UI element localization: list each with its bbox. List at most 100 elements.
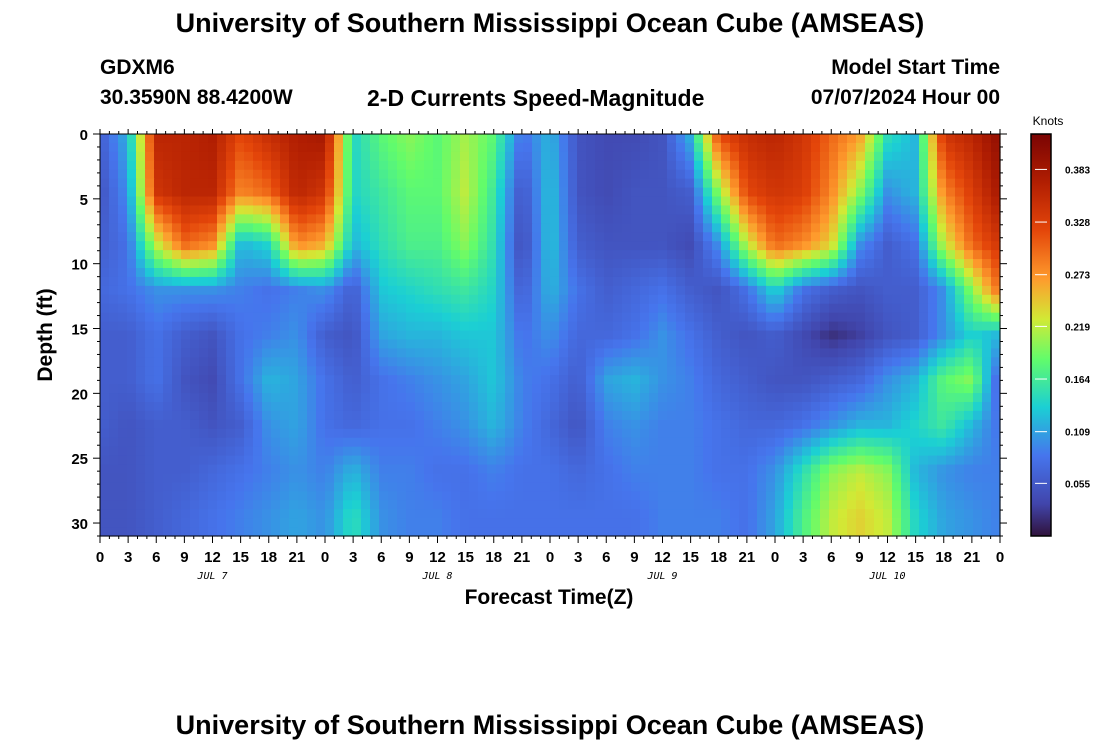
heatmap-cell [109, 285, 119, 296]
heatmap-cell [595, 276, 605, 287]
heatmap-cell [532, 259, 542, 269]
heatmap-cell [226, 232, 236, 242]
heatmap-cell [118, 518, 128, 528]
heatmap-cell [613, 196, 623, 207]
heatmap-cell [370, 312, 380, 323]
heatmap-cell [442, 348, 452, 358]
heatmap-cell [658, 268, 668, 278]
heatmap-cell [379, 259, 389, 269]
heatmap-cell [946, 160, 956, 171]
heatmap-cell [361, 142, 371, 153]
heatmap-cell [388, 187, 398, 198]
heatmap-cell [595, 410, 605, 421]
heatmap-cell [703, 357, 713, 367]
heatmap-cell [946, 241, 956, 251]
heatmap-cell [496, 151, 506, 162]
heatmap-cell [334, 402, 344, 412]
heatmap-cell [316, 384, 326, 394]
heatmap-cell [352, 169, 362, 180]
heatmap-cell [955, 509, 965, 519]
heatmap-cell [694, 509, 704, 519]
heatmap-cell [262, 223, 272, 233]
heatmap-cell [676, 312, 686, 323]
heatmap-cell [982, 473, 992, 483]
heatmap-cell [730, 214, 740, 224]
heatmap-cell [784, 473, 794, 483]
heatmap-cell [694, 500, 704, 510]
heatmap-cell [343, 151, 353, 162]
heatmap-cell [748, 259, 758, 269]
heatmap-cell [640, 241, 650, 251]
heatmap-cell [748, 437, 758, 448]
heatmap-cell [496, 518, 506, 528]
heatmap-cell [901, 366, 911, 376]
heatmap-cell [550, 357, 560, 367]
heatmap-cell [217, 455, 227, 466]
heatmap-cell [523, 169, 533, 180]
heatmap-cell [487, 437, 497, 448]
heatmap-cell [469, 330, 479, 341]
heatmap-cell [370, 259, 380, 269]
heatmap-cell [451, 134, 461, 144]
x-tick-label: 12 [429, 549, 446, 566]
heatmap-cell [379, 473, 389, 483]
heatmap-cell [586, 482, 596, 492]
heatmap-cell [424, 303, 434, 314]
heatmap-cell [946, 375, 956, 385]
heatmap-cell [460, 259, 470, 269]
heatmap-cell [829, 357, 839, 367]
heatmap-cell [442, 428, 452, 439]
heatmap-cell [460, 428, 470, 439]
heatmap-cell [505, 375, 515, 385]
heatmap-cell [226, 259, 236, 269]
heatmap-cell [793, 509, 803, 519]
heatmap-cell [280, 169, 290, 180]
heatmap-cell [181, 241, 191, 251]
heatmap-cell [541, 196, 551, 207]
heatmap-cell [181, 205, 191, 215]
heatmap-cell [487, 223, 497, 233]
heatmap-cell [100, 393, 110, 403]
heatmap-cell [118, 294, 128, 305]
heatmap-cell [892, 241, 902, 251]
heatmap-cell [523, 321, 533, 332]
heatmap-cell [235, 187, 245, 198]
heatmap-cell [109, 294, 119, 305]
heatmap-cell [811, 464, 821, 475]
heatmap-cell [136, 437, 146, 448]
heatmap-cell [694, 214, 704, 224]
heatmap-cell [118, 142, 128, 153]
heatmap-cell [730, 151, 740, 162]
heatmap-cell [271, 464, 281, 475]
heatmap-cell [838, 268, 848, 278]
heatmap-cell [172, 321, 182, 332]
heatmap-cell [442, 259, 452, 269]
heatmap-cell [901, 482, 911, 492]
heatmap-cell [649, 142, 659, 153]
heatmap-cell [667, 303, 677, 314]
heatmap-cell [496, 276, 506, 287]
heatmap-cell [406, 437, 416, 448]
heatmap-cell [154, 285, 164, 296]
heatmap-cell [163, 384, 173, 394]
heatmap-cell [838, 250, 848, 260]
heatmap-cell [766, 259, 776, 269]
heatmap-cell [766, 142, 776, 153]
heatmap-cell [991, 241, 1001, 251]
heatmap-cell [982, 276, 992, 287]
heatmap-cell [190, 339, 200, 349]
heatmap-cell [109, 473, 119, 483]
heatmap-cell [973, 259, 983, 269]
heatmap-cell [514, 223, 524, 233]
heatmap-cell [685, 473, 695, 483]
heatmap-cell [883, 169, 893, 180]
heatmap-cell [235, 366, 245, 376]
heatmap-cell [190, 294, 200, 305]
heatmap-cell [478, 366, 488, 376]
heatmap-cell [613, 500, 623, 510]
heatmap-cell [262, 232, 272, 242]
heatmap-cell [370, 509, 380, 519]
heatmap-cell [208, 205, 218, 215]
heatmap-cell [100, 232, 110, 242]
heatmap-cell [343, 276, 353, 287]
